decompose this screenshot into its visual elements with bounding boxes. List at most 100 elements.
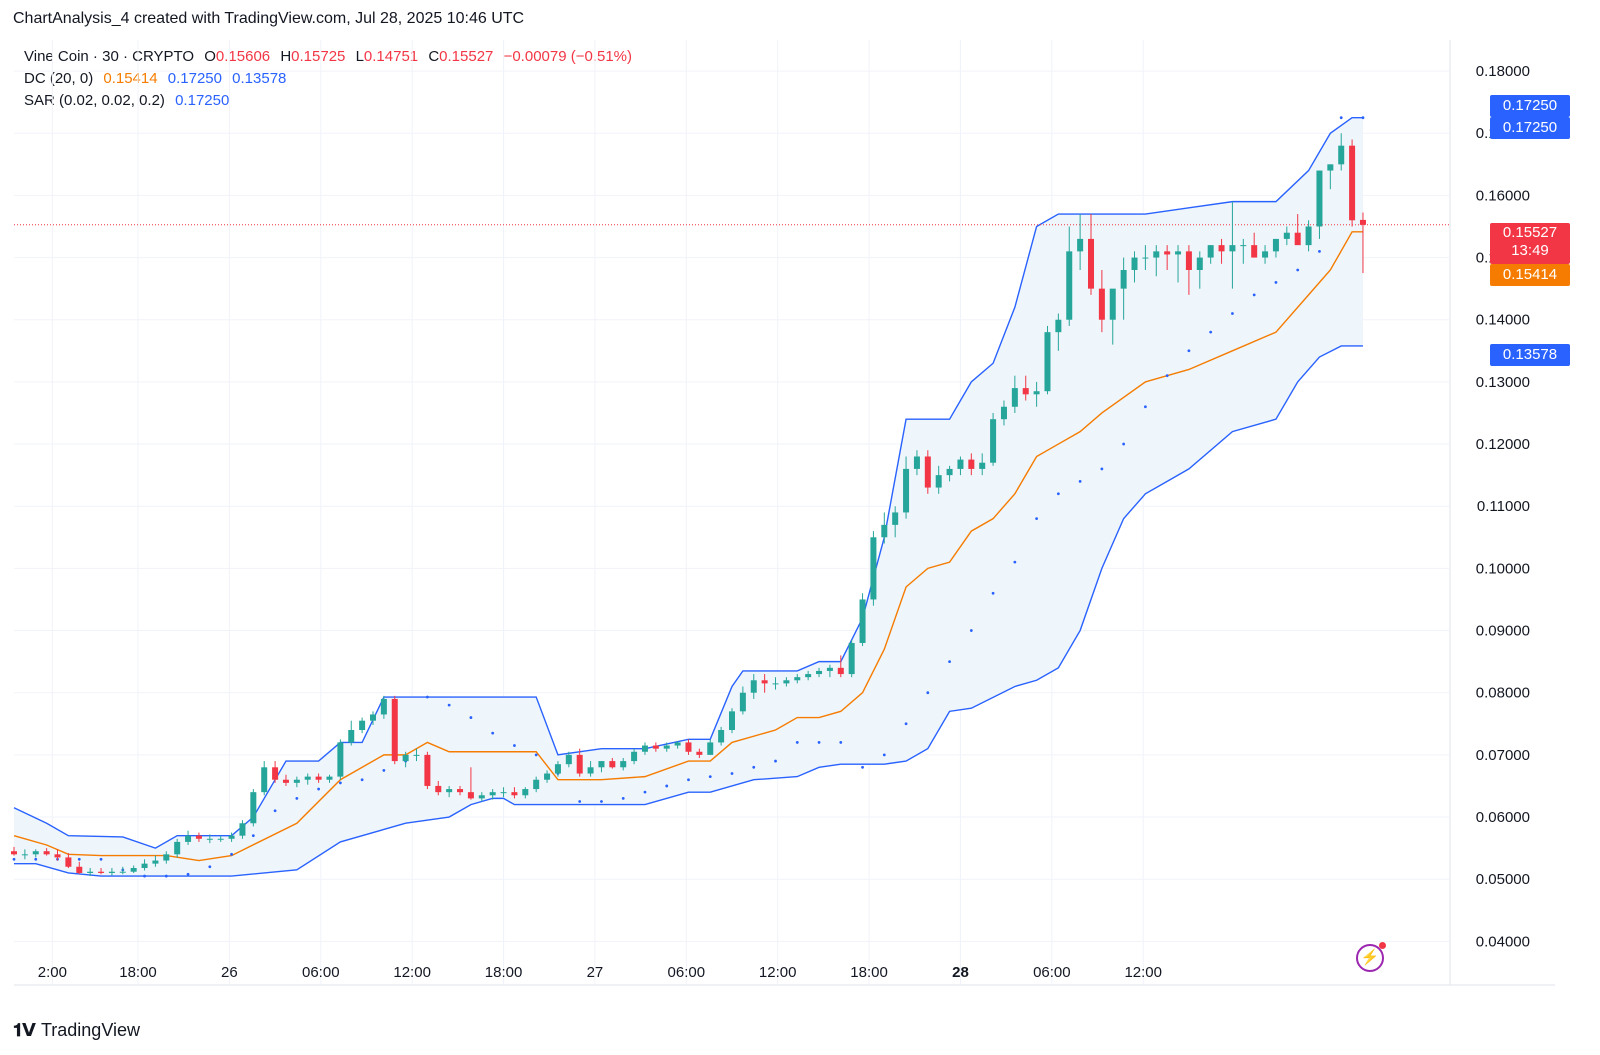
candle-body: [228, 835, 235, 839]
candle-body: [1153, 251, 1160, 258]
sar-dot: [469, 716, 473, 719]
candle-body: [761, 680, 768, 684]
candle-body: [990, 419, 997, 463]
candle-body: [1175, 251, 1182, 255]
candle-body: [489, 792, 496, 796]
candle-body: [54, 854, 61, 858]
candle-body: [1164, 251, 1171, 255]
footer-brand[interactable]: TradingView: [40, 1020, 141, 1040]
candle-body: [446, 789, 453, 793]
sar-dot: [1252, 293, 1256, 297]
x-tick-label: 18:00: [119, 964, 157, 981]
candle-body: [652, 745, 659, 749]
dc-legend-row[interactable]: DC (20, 0) 0.15414 0.17250 0.13578: [24, 68, 638, 90]
symbol-legend-row[interactable]: Vine Coin · 30 · CRYPTO O0.15606 H0.1572…: [24, 46, 638, 68]
sar-dot: [186, 872, 190, 876]
candle-body: [1240, 245, 1247, 247]
candle-body: [1272, 238, 1279, 252]
sar-dot: [817, 741, 821, 744]
candle-body: [1044, 332, 1051, 392]
x-tick-label: 2:00: [38, 964, 67, 981]
candle-body: [282, 779, 289, 783]
dc-mid-line: [13, 231, 1363, 862]
sar-dot: [12, 857, 16, 861]
candle-body: [522, 789, 529, 796]
sar-dot: [665, 784, 669, 788]
candle-body: [1262, 251, 1269, 258]
candle-body: [1033, 391, 1040, 395]
sar-dot: [338, 781, 342, 785]
ohlc-close: 0.15527: [439, 48, 494, 65]
candle-body: [772, 683, 779, 685]
candle-body: [979, 462, 986, 469]
sar-dot: [600, 800, 603, 803]
sar-dot: [360, 778, 364, 782]
candle-body: [326, 776, 333, 780]
candle-body: [359, 720, 366, 730]
candle-body: [663, 745, 670, 749]
sar-dot: [1056, 492, 1060, 496]
sar-dot: [904, 722, 908, 726]
candle-body: [554, 764, 561, 774]
x-tick-label: 06:00: [302, 964, 340, 981]
candle-body: [1359, 219, 1366, 225]
y-tick-label: 0.06000: [1476, 809, 1530, 826]
candle-body: [98, 871, 105, 873]
sar-dot: [425, 695, 429, 699]
candle-body: [370, 714, 376, 721]
candle-body: [631, 751, 638, 762]
candle-body: [174, 841, 181, 855]
sar-dot: [1122, 442, 1126, 446]
sar-dot: [948, 660, 951, 664]
sar-dot: [164, 874, 168, 878]
symbol-name[interactable]: Vine Coin · 30 · CRYPTO: [24, 48, 195, 65]
candle-body: [402, 754, 409, 762]
candle-body: [141, 863, 148, 868]
candle-body: [935, 475, 942, 488]
candle-body: [272, 767, 279, 780]
candle-body: [315, 776, 322, 780]
sar-dot: [273, 809, 277, 813]
y-tick-label: 0.08000: [1476, 685, 1530, 702]
sar-name[interactable]: SAR (0.02, 0.02, 0.2): [24, 92, 165, 109]
candle-body: [816, 670, 823, 675]
candle-body: [1218, 245, 1225, 252]
sar-dot: [1274, 281, 1278, 284]
dc-name[interactable]: DC (20, 0): [24, 70, 94, 87]
tradingview-logo-icon[interactable]: 𝟏𝗩: [13, 1020, 36, 1040]
x-tick-label: 28: [952, 964, 969, 981]
footer: 𝟏𝗩 TradingView: [13, 1020, 140, 1041]
candle-body: [837, 667, 844, 675]
candle-body: [1316, 170, 1323, 227]
candle-body: [11, 851, 17, 855]
candle-body: [108, 871, 115, 873]
candle-body: [43, 851, 50, 855]
sar-dot: [578, 800, 582, 803]
y-tick-label: 0.12000: [1476, 436, 1530, 453]
candle-body: [1294, 232, 1301, 246]
sar-dot: [774, 759, 777, 763]
candle-body: [892, 512, 899, 525]
chart-title: ChartAnalysis_4 created with TradingView…: [13, 10, 525, 27]
candle-body: [1283, 232, 1290, 239]
candle-body: [1349, 145, 1356, 221]
sar-dot: [752, 765, 756, 769]
sar-legend-row[interactable]: SAR (0.02, 0.02, 0.2) 0.17250: [24, 90, 638, 112]
candle-body: [826, 667, 833, 671]
price-chart[interactable]: 0.180000.170000.160000.150000.140000.130…: [0, 0, 1600, 1000]
candle-body: [587, 767, 594, 774]
candle-body: [1207, 245, 1214, 258]
y-tick-label: 0.05000: [1476, 871, 1530, 888]
sar-dot: [882, 753, 886, 757]
candle-body: [119, 871, 126, 873]
candle-body: [391, 698, 398, 762]
candle-body: [881, 524, 888, 538]
sar-dot: [795, 741, 799, 744]
sar-dot: [1035, 517, 1039, 521]
candle-body: [598, 761, 605, 768]
candle-body: [76, 866, 83, 873]
candle-body: [685, 742, 692, 752]
sar-dot: [708, 775, 712, 779]
candle-body: [21, 854, 28, 856]
lightning-alert-icon[interactable]: ⚡: [1356, 942, 1386, 972]
